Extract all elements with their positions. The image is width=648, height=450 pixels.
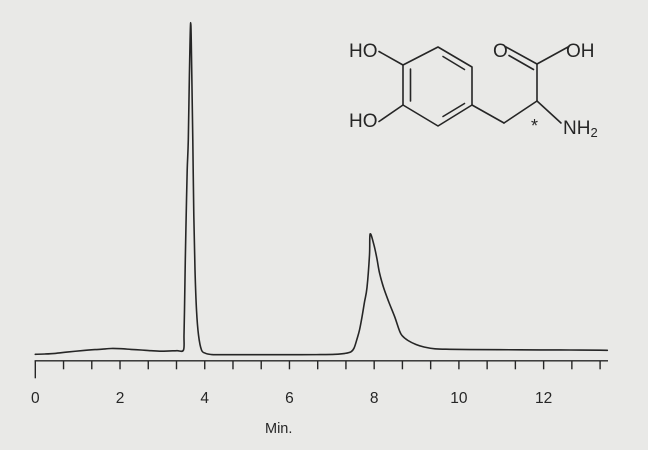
- svg-text:2: 2: [116, 390, 125, 407]
- svg-text:8: 8: [370, 390, 379, 407]
- svg-text:HO: HO: [349, 111, 378, 132]
- svg-text:OH: OH: [566, 41, 595, 62]
- svg-text:O: O: [493, 41, 508, 62]
- svg-text:0: 0: [31, 390, 40, 407]
- svg-text:*: *: [531, 116, 538, 136]
- svg-text:4: 4: [200, 390, 209, 407]
- svg-text:10: 10: [450, 390, 468, 407]
- svg-text:HO: HO: [349, 41, 378, 62]
- svg-text:6: 6: [285, 390, 294, 407]
- svg-text:Min.: Min.: [265, 421, 292, 437]
- svg-text:12: 12: [535, 390, 552, 407]
